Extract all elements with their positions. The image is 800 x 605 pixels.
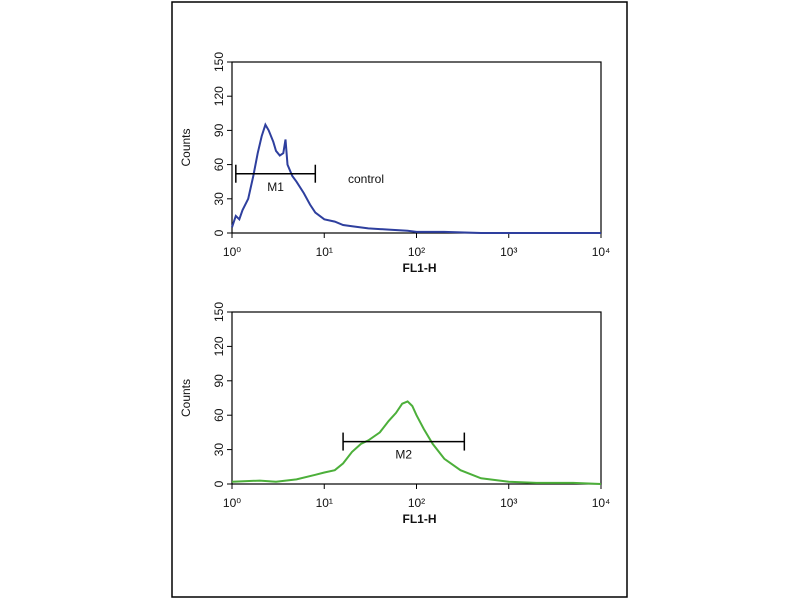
- x-tick-label: 10⁰: [223, 245, 241, 259]
- y-tick-label: 90: [212, 123, 226, 137]
- y-tick-label: 60: [212, 158, 226, 172]
- x-tick-label: 10³: [500, 496, 517, 510]
- x-tick-label: 10³: [500, 245, 517, 259]
- frame: [171, 1, 628, 598]
- x-tick-label: 10¹: [316, 496, 333, 510]
- x-tick-label: 10²: [408, 496, 425, 510]
- y-axis-label: Counts: [179, 128, 193, 166]
- x-tick-label: 10²: [408, 245, 425, 259]
- x-axis-label: FL1-H: [403, 512, 437, 526]
- marker-label: M1: [267, 180, 284, 194]
- y-tick-label: 30: [212, 192, 226, 206]
- x-tick-label: 10⁰: [223, 496, 241, 510]
- y-tick-label: 150: [212, 302, 226, 322]
- x-tick-label: 10⁴: [592, 496, 611, 510]
- y-tick-label: 0: [212, 480, 226, 487]
- y-tick-label: 120: [212, 336, 226, 356]
- y-tick-label: 120: [212, 86, 226, 106]
- histogram-line: [231, 400, 602, 485]
- y-axis-label: Counts: [179, 379, 193, 417]
- histogram-line: [231, 122, 601, 234]
- x-tick-label: 10⁴: [592, 245, 611, 259]
- x-tick-label: 10¹: [316, 245, 333, 259]
- y-tick-label: 60: [212, 408, 226, 422]
- y-tick-label: 30: [212, 443, 226, 457]
- marker-label: M2: [395, 448, 412, 462]
- x-axis-label: FL1-H: [403, 261, 437, 275]
- annotation: control: [348, 172, 384, 186]
- y-tick-label: 0: [212, 229, 226, 236]
- y-tick-label: 90: [212, 374, 226, 388]
- y-tick-label: 150: [212, 52, 226, 72]
